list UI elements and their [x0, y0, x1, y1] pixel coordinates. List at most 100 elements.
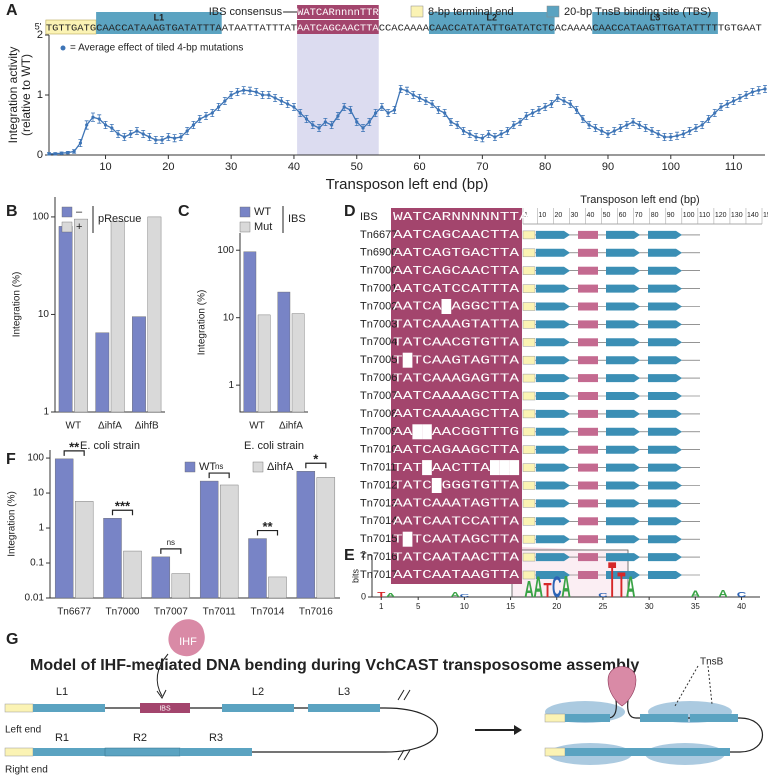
row-name: Tn7016 — [360, 551, 397, 563]
x-axis-label: E. coli strain — [244, 440, 304, 452]
y-axis-label: bits — [350, 569, 360, 584]
point — [688, 129, 692, 133]
mismatch-highlight — [402, 352, 413, 368]
tick-label: 120 — [715, 212, 727, 219]
point — [47, 152, 51, 156]
ibs-box — [297, 20, 379, 34]
ibs-box — [578, 517, 598, 526]
significance-label: ns — [215, 462, 223, 471]
ihf-label: IHF — [179, 636, 197, 648]
y-tick-label: 1 — [43, 407, 49, 418]
point — [185, 129, 189, 133]
logo-letter: A — [561, 571, 571, 605]
row-sequence: TATCAACGTGTTA — [393, 335, 520, 349]
x-tick-label: 10 — [460, 602, 469, 611]
logo-letter: A — [534, 570, 544, 604]
point — [537, 108, 541, 112]
point — [103, 123, 108, 127]
row-name: Tn7013 — [360, 497, 397, 509]
tbs-arrow — [536, 392, 570, 400]
x-tick-label: 10 — [99, 161, 111, 173]
point — [681, 132, 685, 136]
ibs-box — [578, 374, 598, 383]
ibs-consensus: WATCARnnnnTTR — [297, 8, 379, 19]
significance-label: ns — [167, 538, 175, 547]
legend-swatch — [252, 461, 264, 473]
end-box — [522, 517, 536, 526]
y-axis-label: Integration (%) — [12, 272, 23, 338]
legend-swatch — [410, 5, 424, 18]
point — [279, 99, 283, 103]
logo-letter: T — [543, 578, 551, 602]
legend-swatch — [61, 221, 73, 233]
tick-label: 20 — [554, 212, 562, 219]
logo-letter: A — [718, 587, 728, 599]
ibs-box — [578, 427, 598, 436]
point — [336, 114, 340, 118]
panel-label: C — [178, 203, 190, 220]
ibs-box — [578, 230, 598, 239]
ibs-box — [578, 356, 598, 365]
end-box — [522, 230, 536, 240]
site-label: R1 — [55, 732, 69, 744]
five-prime: 5' — [35, 21, 42, 31]
x-axis-label: Transposon left end (bp) — [326, 176, 489, 193]
point — [53, 152, 57, 156]
bar — [132, 316, 146, 413]
point — [286, 102, 290, 106]
dna-model-right: TnsB — [475, 657, 764, 765]
end-box — [522, 409, 536, 419]
mismatch-highlight — [402, 531, 413, 547]
ibs-box — [578, 535, 598, 544]
bar — [151, 556, 171, 599]
point — [424, 99, 428, 103]
x-tick-label: WT — [66, 421, 82, 432]
tbs-arrow — [606, 535, 640, 544]
point — [549, 102, 554, 106]
legend-label: = Average effect of tiled 4-bp mutations — [70, 43, 243, 54]
point — [700, 123, 704, 127]
significance-bracket — [63, 450, 85, 456]
x-tick-label: 35 — [691, 602, 700, 611]
tbs-arrow — [606, 445, 640, 454]
ibs-box — [578, 571, 598, 579]
tbs-arrow — [536, 445, 570, 454]
point — [531, 111, 535, 115]
end-box — [522, 302, 536, 311]
point — [147, 135, 152, 139]
point — [405, 89, 409, 93]
point — [273, 96, 277, 100]
row-name: IBS — [360, 211, 378, 223]
y-tick-label: 0 — [361, 591, 366, 601]
tbs-arrow — [536, 284, 570, 293]
sequence: CAACCATATATTGATATCTC — [429, 23, 555, 34]
x-tick-label: Tn7007 — [154, 607, 188, 618]
point — [461, 129, 466, 133]
point — [430, 102, 434, 106]
point — [399, 87, 403, 91]
row-name: Tn7015 — [360, 533, 397, 545]
point — [392, 108, 397, 112]
end-box — [522, 445, 536, 454]
tbs-arrow — [648, 517, 682, 526]
sequence: AATCAGCAACTTA — [297, 23, 379, 34]
row-sequence: AATCAAAAGCTTA — [393, 407, 520, 421]
tbs-arrow — [606, 427, 640, 436]
alignment-block — [391, 208, 522, 584]
end-box — [522, 391, 536, 401]
bar — [296, 471, 316, 599]
point — [449, 120, 453, 124]
y-tick-label: 1 — [38, 523, 44, 534]
tbs-arrow — [606, 392, 640, 400]
tbs-arrow — [606, 571, 640, 579]
point — [731, 99, 736, 103]
tbs-arrow — [606, 230, 640, 239]
point — [248, 89, 252, 93]
bar — [199, 480, 219, 599]
significance-bracket — [305, 462, 327, 469]
end-box — [522, 552, 536, 562]
legend-swatch — [546, 5, 560, 18]
break — [397, 689, 411, 701]
point — [304, 117, 309, 121]
dna — [5, 707, 439, 753]
